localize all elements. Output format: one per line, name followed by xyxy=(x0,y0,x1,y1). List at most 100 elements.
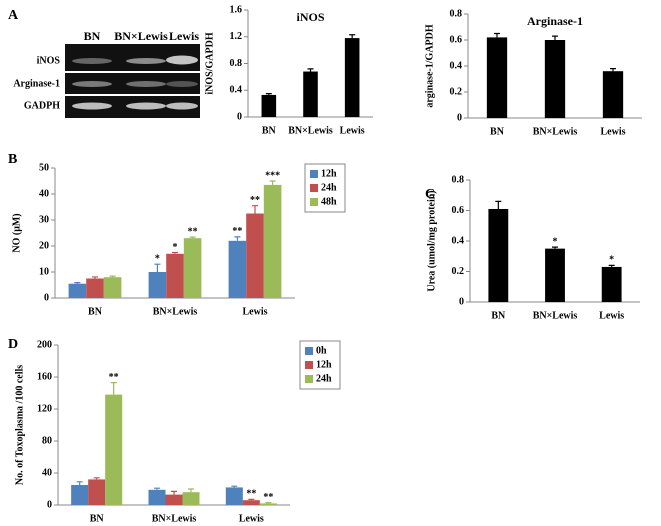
bar xyxy=(602,71,624,118)
x-tick-label: Lewis xyxy=(601,126,626,137)
error-bar xyxy=(234,236,241,241)
error-bar xyxy=(307,68,314,72)
bar xyxy=(545,248,565,302)
error-bar xyxy=(76,481,83,485)
y-tick-label: 0 xyxy=(47,499,52,510)
x-tick-label: Lewis xyxy=(243,306,268,317)
error-bar xyxy=(495,200,502,209)
x-tick-label: BN xyxy=(262,125,277,136)
y-tick-label: 0.2 xyxy=(450,86,463,97)
legend-swatch xyxy=(305,361,313,369)
x-tick-label: BN×Lewis xyxy=(152,513,197,524)
bar xyxy=(263,184,282,298)
error-bar xyxy=(552,246,558,249)
y-tick-label: 0 xyxy=(44,292,49,303)
y-axis-label: No. of Toxoplasma /100 cells xyxy=(14,365,25,485)
bar xyxy=(86,278,104,298)
significance: ** xyxy=(263,492,273,503)
y-tick-label: 200 xyxy=(37,339,52,350)
y-axis-label: iNOS/GAPDH xyxy=(204,32,215,94)
bar xyxy=(88,479,106,505)
bar xyxy=(148,489,166,505)
x-tick-label: BN xyxy=(90,513,105,524)
x-tick-label: Lewis xyxy=(599,310,624,321)
error-bar xyxy=(153,487,160,490)
bar xyxy=(103,277,122,298)
significance: * xyxy=(609,255,614,266)
gel-column: BN×Lewis xyxy=(114,29,168,43)
significance: ** xyxy=(232,226,242,237)
x-tick-label: BN×Lewis xyxy=(533,310,578,321)
error-bar xyxy=(171,490,177,495)
y-tick-label: 30 xyxy=(39,214,49,225)
gel-column: BN xyxy=(84,29,101,43)
y-axis-label: arginase-1/GAPDH xyxy=(424,24,435,108)
y-tick-label: 10 xyxy=(39,266,49,277)
bar xyxy=(246,213,264,298)
y-tick-label: 0.8 xyxy=(230,58,243,69)
error-bar xyxy=(231,485,238,488)
y-tick-label: 40 xyxy=(39,188,49,199)
x-tick-label: BN xyxy=(490,126,505,137)
bar xyxy=(601,266,622,302)
gel-column: Lewis xyxy=(169,29,199,43)
bar xyxy=(165,494,183,505)
x-tick-label: BN×Lewis xyxy=(153,306,198,317)
gel-row: GADPH xyxy=(24,100,60,111)
y-tick-label: 80 xyxy=(42,435,52,446)
y-tick-label: 0.8 xyxy=(450,8,463,19)
y-axis-label: Urea (umol/mg protein) xyxy=(426,190,437,291)
x-tick-label: BN×Lewis xyxy=(288,125,333,136)
error-bar xyxy=(265,502,272,504)
significance: *** xyxy=(265,170,280,181)
error-bar xyxy=(74,282,81,284)
significance: ** xyxy=(250,195,260,206)
y-tick-label: 40 xyxy=(42,467,52,478)
error-bar xyxy=(494,32,500,38)
legend-swatch xyxy=(310,170,318,178)
y-tick-label: 0.4 xyxy=(230,85,243,96)
chart-title: iNOS xyxy=(296,10,324,24)
y-tick-label: 0.8 xyxy=(452,174,465,185)
panel-label: B xyxy=(8,152,17,167)
panel-label: C xyxy=(425,187,435,202)
bar xyxy=(228,240,247,298)
y-tick-label: 0.4 xyxy=(452,235,465,246)
legend-swatch xyxy=(305,347,313,355)
bar xyxy=(303,71,318,117)
y-tick-label: 50 xyxy=(39,162,49,173)
legend-label: 48h xyxy=(321,196,337,207)
y-axis-label: NO (μM) xyxy=(11,213,22,252)
x-tick-label: BN xyxy=(491,310,506,321)
error-bar xyxy=(552,35,558,40)
bar xyxy=(68,283,87,298)
legend-label: 0h xyxy=(316,345,327,356)
x-tick-label: BN xyxy=(88,306,103,317)
significance: ** xyxy=(246,489,256,500)
error-bar xyxy=(252,205,258,214)
gel-bands xyxy=(72,55,198,110)
bar xyxy=(486,37,508,118)
error-bar xyxy=(269,180,276,185)
significance: * xyxy=(553,236,558,247)
significance: ** xyxy=(188,226,198,237)
y-tick-label: 1.6 xyxy=(230,4,243,15)
legend-label: 12h xyxy=(321,168,337,179)
bar xyxy=(71,485,89,505)
bar xyxy=(259,503,277,505)
y-tick-label: 160 xyxy=(37,371,52,382)
significance: * xyxy=(155,253,160,264)
legend-label: 24h xyxy=(316,373,332,384)
error-bar xyxy=(188,488,195,493)
y-tick-label: 0 xyxy=(457,112,462,123)
y-tick-label: 1.2 xyxy=(230,31,243,42)
y-tick-label: 20 xyxy=(39,240,49,251)
significance: ** xyxy=(109,372,119,383)
error-bar xyxy=(93,477,100,480)
bar xyxy=(261,94,277,117)
error-bar xyxy=(172,251,178,254)
bar xyxy=(544,40,566,118)
significance: * xyxy=(173,242,178,253)
error-bar xyxy=(610,68,616,72)
